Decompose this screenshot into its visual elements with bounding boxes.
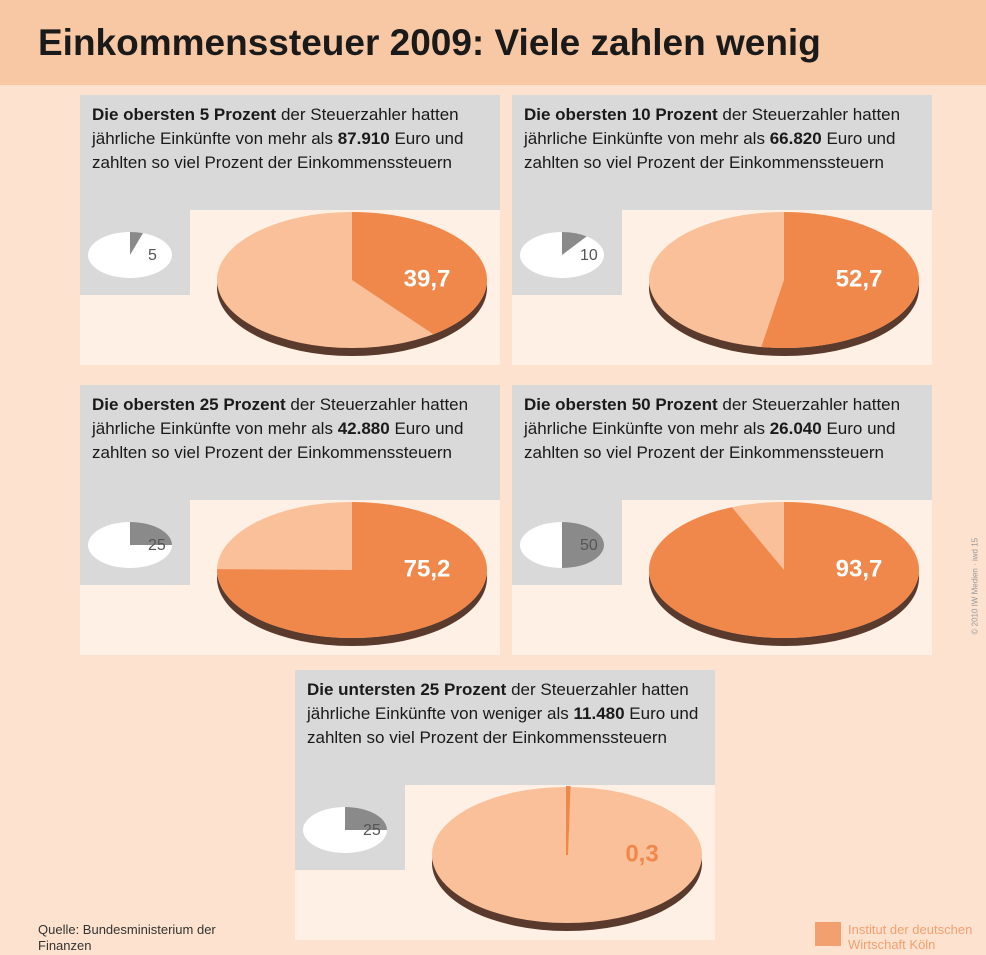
small-pie-slice: [345, 807, 387, 830]
description: Die obersten 5 Prozent der Steuerzahler …: [92, 103, 492, 175]
pie-slice: [566, 785, 571, 856]
pie-value-label: 39,7: [404, 265, 451, 292]
text: der Steuerzahler hatten jährliche Einkün…: [524, 395, 901, 438]
small-pie-slice: [562, 522, 604, 568]
small-pie-slice: [562, 232, 587, 255]
heading: Die obersten 10 Prozent: [524, 105, 718, 124]
small-pie-slice: [130, 522, 172, 545]
text: der Steuerzahler hatten jährliche Einkün…: [524, 105, 901, 148]
pie-value-label: 93,7: [836, 555, 883, 582]
text: Euro und zahlten so viel Prozent der Ein…: [524, 419, 896, 462]
small-pie-label: 25: [363, 822, 381, 839]
title-band: [0, 0, 986, 85]
small-pie-label: 10: [580, 247, 598, 264]
text: Euro und zahlten so viel Prozent der Ein…: [307, 704, 699, 747]
pie-value-label: 0,3: [625, 840, 658, 867]
small-pie-label: 25: [148, 537, 166, 554]
pie-value-label: 52,7: [836, 265, 883, 292]
small-pie-slice: [130, 232, 143, 255]
small-pie-label: 50: [580, 537, 598, 554]
income: 66.820: [769, 129, 822, 148]
title: Einkommenssteuer 2009: Viele zahlen weni…: [38, 22, 821, 63]
heading: Die obersten 25 Prozent: [92, 395, 286, 414]
logo: [815, 922, 841, 946]
description: Die obersten 50 Prozent der Steuerzahler…: [524, 393, 924, 465]
text: der Steuerzahler hatten jährliche Einkün…: [92, 105, 459, 148]
description: Die obersten 25 Prozent der Steuerzahler…: [92, 393, 492, 465]
pie-value-label: 75,2: [404, 555, 451, 582]
pie-slice: [217, 502, 488, 638]
description: Die obersten 10 Prozent der Steuerzahler…: [524, 103, 924, 175]
heading: Die untersten 25 Prozent: [307, 680, 507, 699]
text: Euro und zahlten so viel Prozent der Ein…: [92, 129, 464, 172]
income: 87.910: [337, 129, 390, 148]
publisher: Institut der deutschen Wirtschaft Köln: [848, 922, 973, 952]
text: der Steuerzahler hatten jährliche Einkün…: [92, 395, 469, 438]
text: der Steuerzahler hatten jährliche Einkün…: [307, 680, 689, 723]
pie-slice: [761, 212, 920, 349]
text: Euro und zahlten so viel Prozent der Ein…: [524, 129, 896, 172]
income: 11.480: [573, 704, 625, 723]
heading: Die obersten 50 Prozent: [524, 395, 718, 414]
source: Quelle: Bundesministerium der Finanzen: [38, 922, 216, 953]
heading: Die obersten 5 Prozent: [92, 105, 277, 124]
small-pie-label: 5: [148, 247, 157, 264]
income: 42.880: [337, 419, 390, 438]
pie-slice: [649, 502, 919, 638]
pie-slice: [352, 212, 487, 335]
text: Euro und zahlten so viel Prozent der Ein…: [92, 419, 464, 462]
copyright: © 2010 IW Medien · iwd 15: [970, 537, 980, 635]
income: 26.040: [769, 419, 822, 438]
description: Die untersten 25 Prozent der Steuerzahle…: [307, 678, 707, 750]
